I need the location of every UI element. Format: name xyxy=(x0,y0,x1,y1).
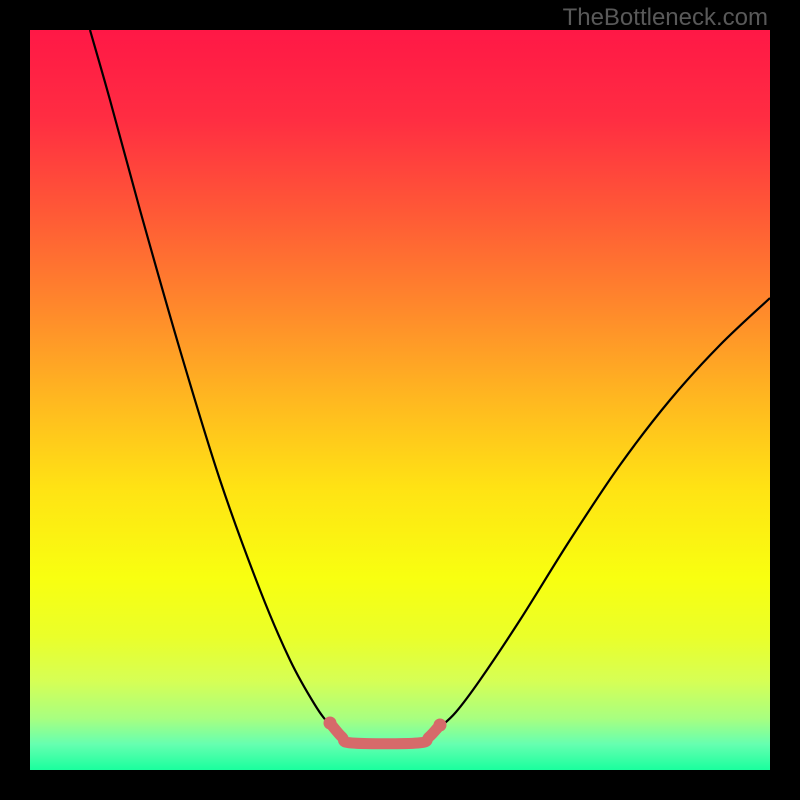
bottleneck-curve xyxy=(90,30,770,742)
watermark-text: TheBottleneck.com xyxy=(563,4,768,32)
plot-area xyxy=(30,30,770,770)
accent-end-dot xyxy=(434,719,447,732)
chart-stage: TheBottleneck.com xyxy=(0,0,800,800)
optimal-zone-accent xyxy=(330,723,440,744)
curve-overlay xyxy=(30,30,770,770)
accent-end-dot xyxy=(324,717,337,730)
